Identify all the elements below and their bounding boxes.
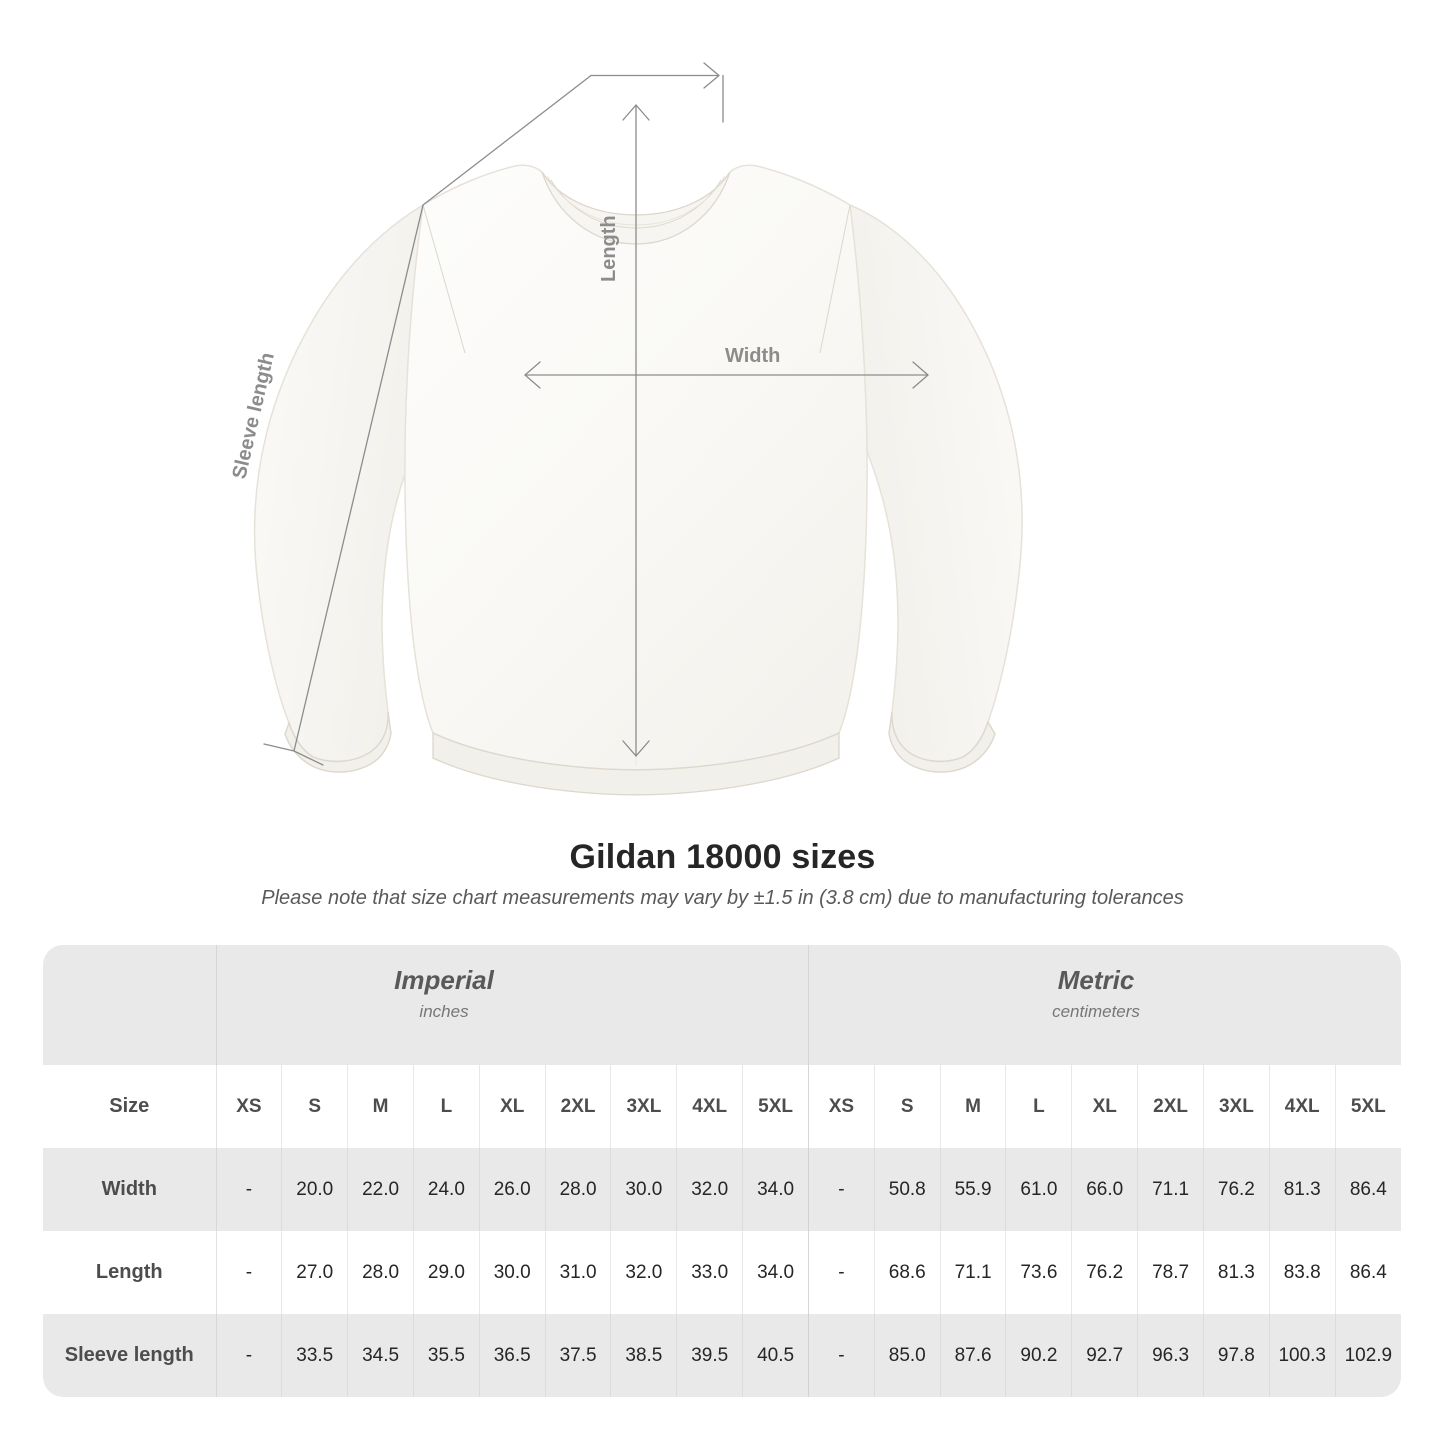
- svg-text:Width: Width: [725, 345, 780, 367]
- svg-text:Length: Length: [598, 215, 620, 282]
